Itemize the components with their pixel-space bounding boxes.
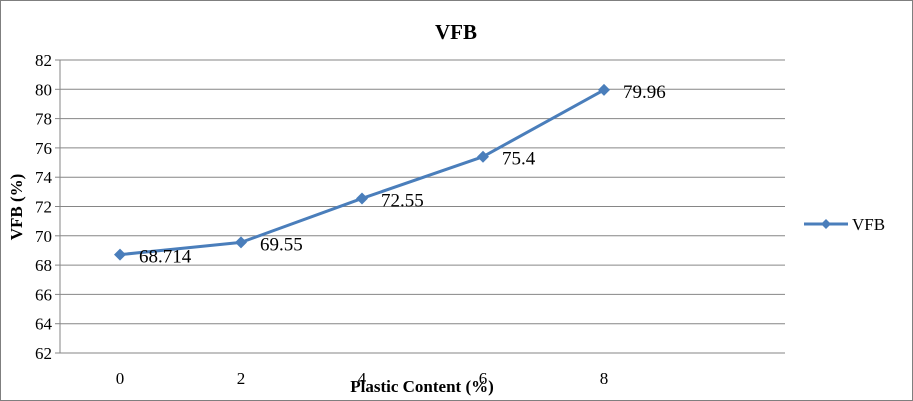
series-line-vfb <box>119 88 605 257</box>
x-tick-label: 0 <box>116 369 125 388</box>
y-tick-label: 78 <box>35 110 52 129</box>
data-label: 69.55 <box>260 234 303 255</box>
chart-title: VFB <box>435 20 477 44</box>
x-tick-labels: 0 2 4 6 8 <box>116 369 609 388</box>
y-tick-labels: 62 64 66 68 70 72 74 76 78 80 82 <box>35 51 53 363</box>
y-axis-title: VFB (%) <box>7 174 26 241</box>
axes <box>55 59 785 354</box>
x-axis-title: Plastic Content (%) <box>350 377 494 396</box>
y-tick-label: 72 <box>35 198 52 217</box>
data-point-marker <box>598 83 610 96</box>
y-tick-label: 74 <box>35 168 53 187</box>
legend-marker-vfb <box>821 219 831 229</box>
y-tick-label: 80 <box>35 80 52 99</box>
y-tick-label: 82 <box>35 51 52 70</box>
data-labels: 68.714 69.55 72.55 75.4 79.96 <box>139 82 666 268</box>
x-tick-label: 8 <box>600 369 609 388</box>
y-tick-label: 76 <box>35 139 52 158</box>
y-tick-label: 64 <box>35 315 53 334</box>
data-point-marker <box>477 150 489 163</box>
x-tick-label: 2 <box>237 369 246 388</box>
data-label: 75.4 <box>502 149 536 170</box>
data-label: 79.96 <box>623 82 666 103</box>
legend-label-vfb: VFB <box>852 215 885 234</box>
data-point-marker <box>114 248 126 261</box>
y-tick-label: 62 <box>35 344 52 363</box>
series-layer <box>114 83 610 261</box>
y-tick-label: 70 <box>35 227 52 246</box>
x-tick-label: 4 <box>358 369 367 388</box>
legend: VFB <box>804 215 885 234</box>
y-tick-label: 68 <box>35 256 52 275</box>
data-point-marker <box>356 192 368 205</box>
x-tick-label: 6 <box>479 369 488 388</box>
y-tick-label: 66 <box>35 285 52 304</box>
gridlines <box>60 59 785 325</box>
data-label: 72.55 <box>381 190 424 211</box>
data-point-marker <box>235 236 247 249</box>
data-label: 68.714 <box>139 247 192 268</box>
